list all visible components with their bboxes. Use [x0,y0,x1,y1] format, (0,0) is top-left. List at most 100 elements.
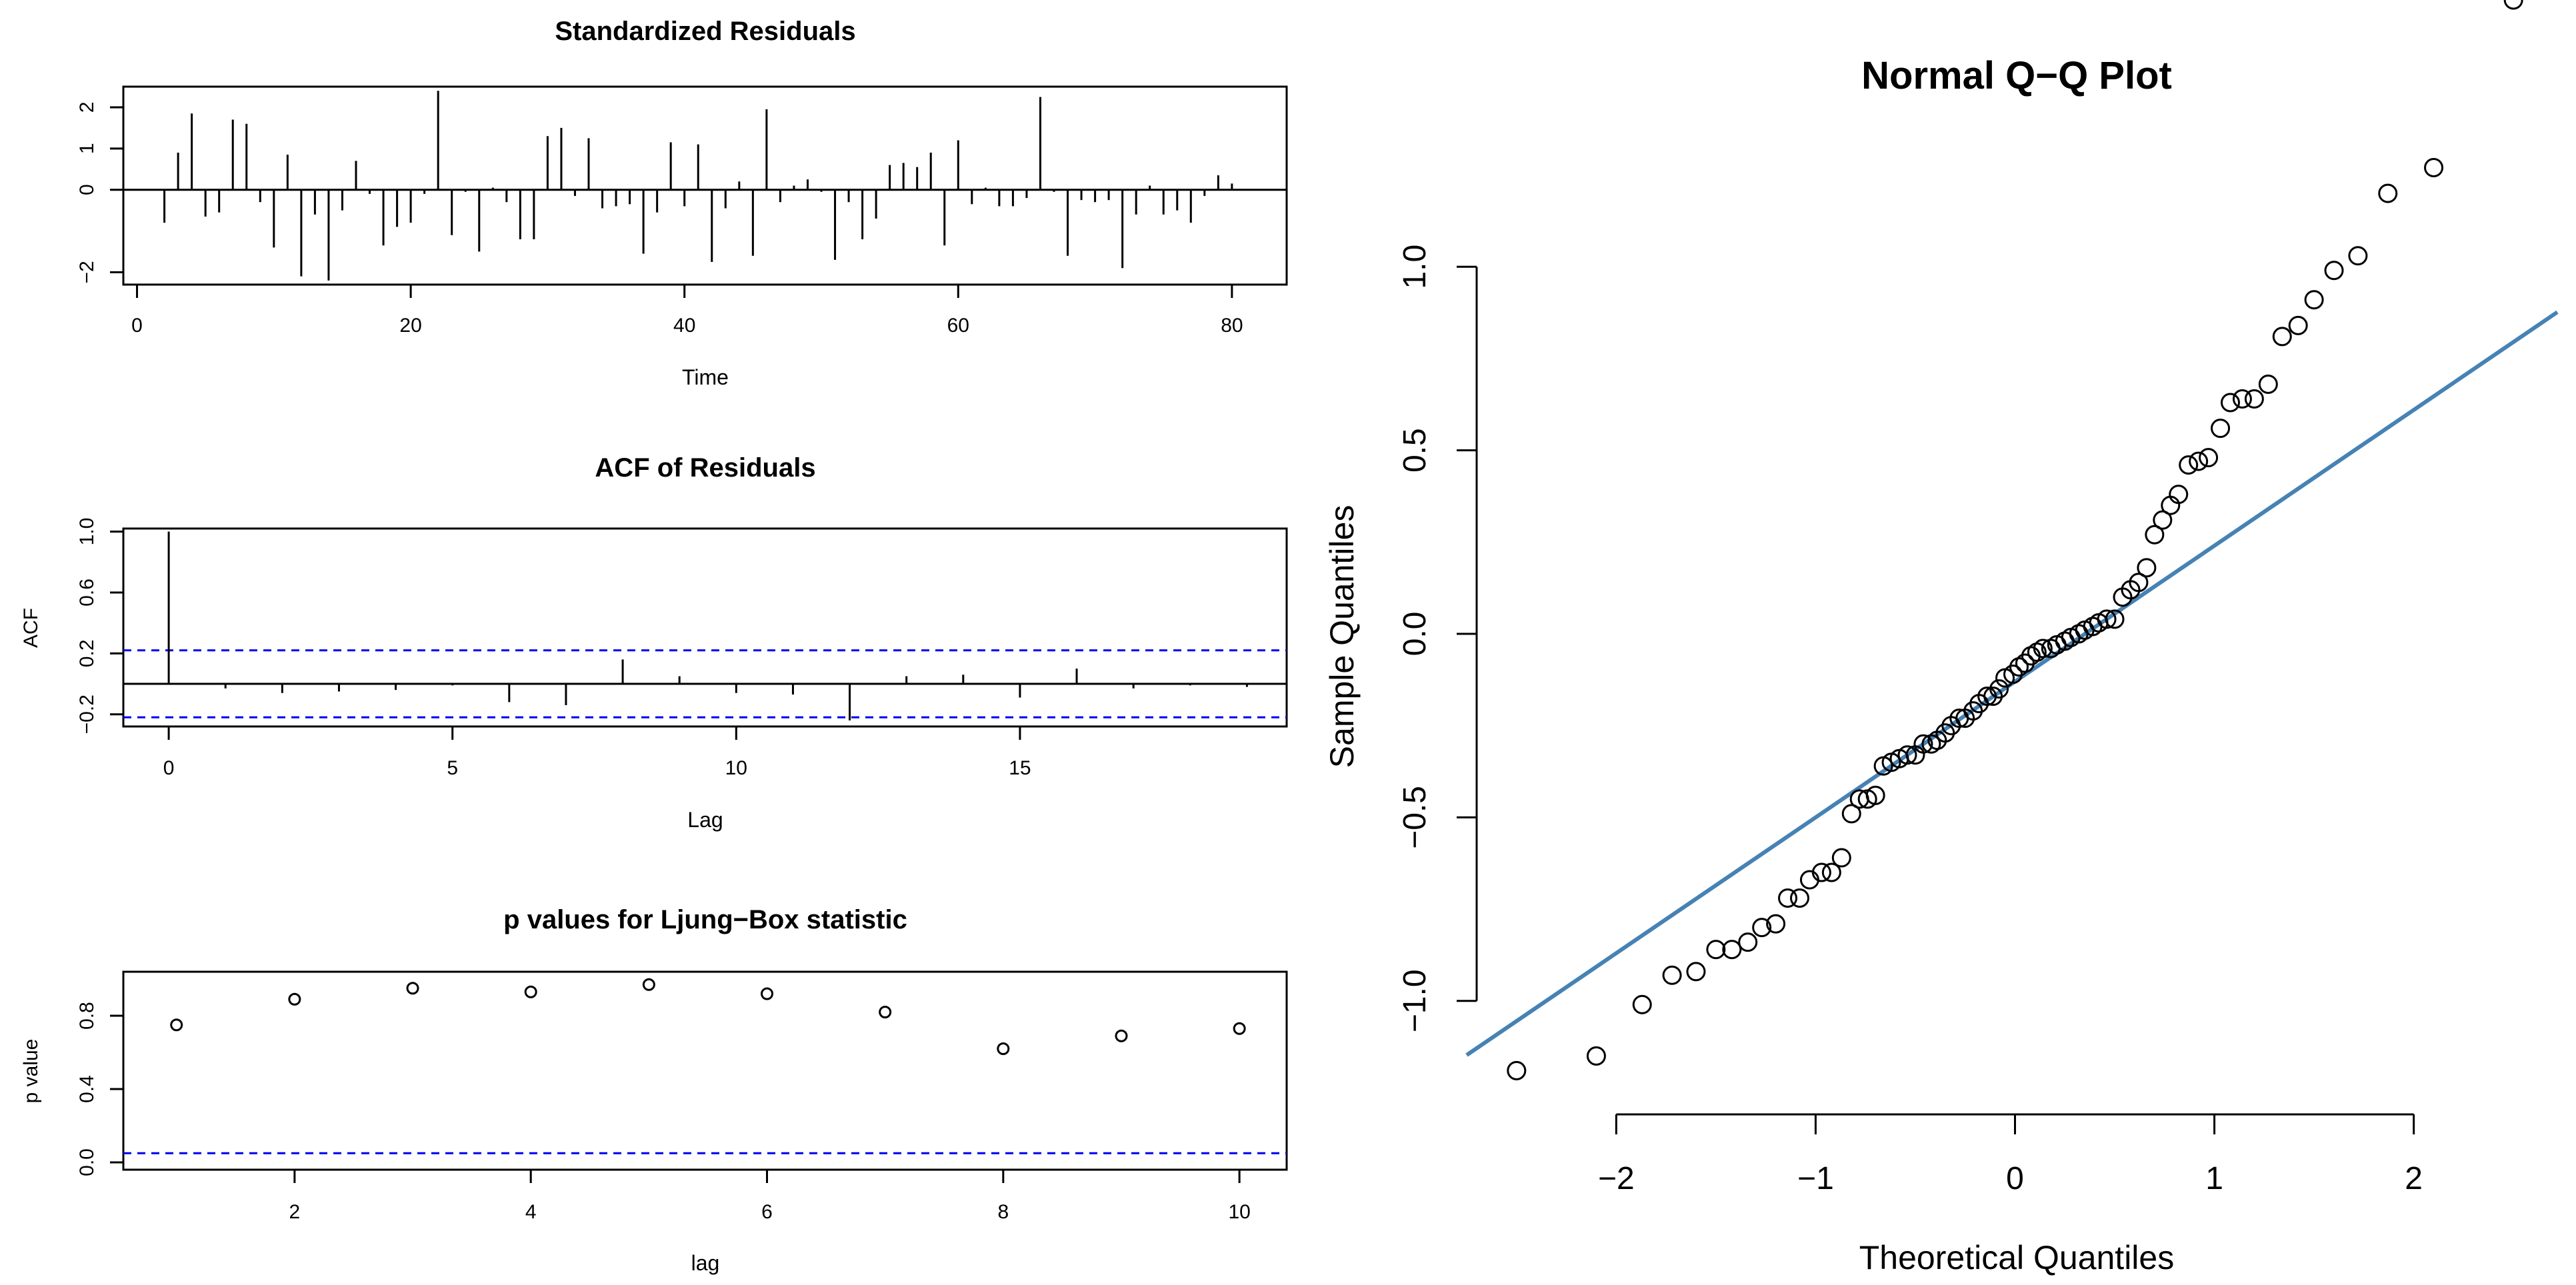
ljung-plot-frame [122,970,1288,1171]
qq-point [1686,962,1706,982]
ljung-x-tick-label: 8 [997,1201,1009,1223]
ljung-y-tick-label: 0.0 [76,1148,98,1176]
qq-point [1632,994,1652,1014]
qq-point [1989,679,2009,699]
qq-point [2179,455,2199,475]
ljung-panel: p values for Ljung−Box statistic 2 4 6 8… [20,905,1288,1275]
residuals-plot-frame [122,85,1288,286]
qq-y-tick-label: −0.5 [1397,786,1433,849]
qq-point [2199,448,2219,468]
qq-point [2097,609,2117,629]
qq-point [2153,510,2173,530]
qq-x-tick-label: 2 [2405,1161,2423,1196]
ljung-point [406,982,419,995]
qq-point [1766,914,1786,934]
qq-point [1790,888,1809,908]
acf-y-tick-label: −0.2 [76,694,98,734]
qq-point [2272,327,2292,347]
residuals-x-tick-label: 0 [131,315,143,337]
qq-point [1913,734,1933,754]
qq-point [2503,0,2523,10]
acf-x-tick-label: 5 [447,757,458,779]
ljung-point [288,992,301,1006]
acf-y-tick-label: 1.0 [76,518,98,546]
qq-x-tick-label: −2 [1598,1161,1635,1196]
qq-point [2424,158,2444,178]
ljung-point [524,985,537,998]
ljung-y-tick-label: 0.4 [76,1075,98,1103]
qq-point [1738,932,1758,952]
qq-point [2324,261,2344,281]
ljung-y-axis: 0.0 0.4 0.8 [76,1002,123,1176]
ljung-point [642,978,655,991]
qq-point [2129,573,2149,593]
ljung-title: p values for Ljung−Box statistic [503,905,907,934]
qq-point [1752,918,1772,938]
acf-panel: ACF of Residuals 0 5 10 15 −0.2 0.2 0.6 … [20,453,1288,832]
acf-plot-frame [122,527,1288,728]
qq-point [1662,965,1682,985]
residuals-y-tick-label: 1 [76,143,98,154]
qq-point [1897,745,1917,765]
qq-x-tick-label: −1 [1797,1161,1834,1196]
qq-point [1841,804,1861,824]
qq-point [1821,862,1841,882]
acf-x-axis-label: Lag [687,808,723,832]
qq-point [2304,290,2324,310]
qq-y-tick-label: −1.0 [1397,969,1433,1032]
acf-y-tick-label: 0.2 [76,639,98,667]
residuals-panel: Standardized Residuals 0 20 40 60 80 −2 … [76,17,1288,389]
acf-y-axis-label: ACF [20,608,42,648]
qq-point [2378,183,2398,203]
qq-x-axis: −2 −1 0 1 2 [1598,1113,2423,1196]
qq-point [2145,525,2165,545]
qq-point [2169,485,2189,505]
ljung-point [1233,1022,1246,1035]
qq-point [1722,940,1742,960]
ljung-point [1115,1029,1128,1042]
qq-title: Normal Q−Q Plot [1861,54,2172,97]
acf-x-tick-label: 10 [725,757,747,779]
residuals-spikes [123,91,1287,281]
qq-point [2211,419,2231,439]
qq-point [1865,785,1885,805]
ljung-x-tick-label: 2 [289,1201,301,1223]
qq-point [2232,389,2252,409]
qq-point [2137,558,2157,578]
qq-y-tick-label: 0.0 [1397,612,1433,656]
ljung-x-tick-label: 6 [761,1201,773,1223]
ljung-y-axis-label: p value [20,1039,42,1104]
residuals-title: Standardized Residuals [555,17,855,46]
ljung-point [170,1018,183,1032]
acf-x-tick-label: 15 [1009,757,1031,779]
qq-point [2348,246,2368,266]
ljung-x-tick-label: 10 [1228,1201,1250,1223]
residuals-x-tick-label: 60 [947,315,969,337]
ljung-x-axis: 2 4 6 8 10 [289,1170,1251,1223]
qq-point [1831,848,1851,868]
ljung-x-tick-label: 4 [525,1201,537,1223]
qq-y-axis: −1.0 −0.5 0.0 0.5 1.0 [1397,245,1478,1032]
residuals-x-tick-label: 40 [673,315,695,337]
acf-title: ACF of Residuals [595,453,815,483]
residuals-x-axis: 0 20 40 60 80 [131,285,1243,337]
residuals-y-tick-label: 2 [76,102,98,113]
ljung-point [761,987,774,1000]
qq-point [2033,639,2053,658]
qq-point [2244,389,2264,409]
qq-point [1706,940,1726,960]
qq-point [2288,315,2308,335]
residuals-y-tick-label: 0 [76,184,98,195]
acf-marks [123,531,1287,720]
ljung-point [997,1042,1010,1055]
qq-point [2258,374,2278,394]
qq-marks [1465,0,2559,1080]
residuals-x-tick-label: 20 [399,315,421,337]
residuals-y-tick-label: −2 [76,261,98,283]
qq-x-tick-label: 1 [2205,1161,2223,1196]
qq-point [1811,862,1831,882]
qq-point [1586,1046,1606,1066]
qq-point [1507,1060,1527,1080]
qq-x-axis-label: Theoretical Quantiles [1859,1239,2174,1276]
